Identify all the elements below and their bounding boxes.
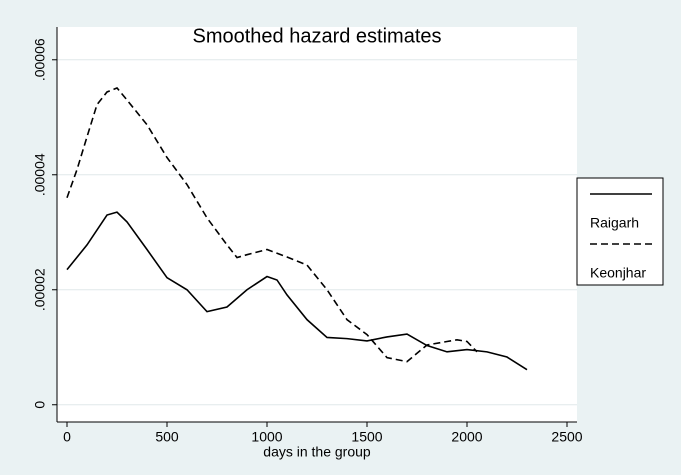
chart-title: Smoothed hazard estimates [192, 25, 441, 47]
x-tick-label: 1500 [351, 429, 382, 445]
y-tick-label: .00002 [32, 268, 48, 311]
y-tick-label: .00006 [32, 38, 48, 81]
legend-label: Keonjhar [590, 265, 646, 281]
x-tick-label: 1000 [251, 429, 282, 445]
x-axis-label: days in the group [263, 444, 371, 460]
x-tick-label: 2000 [451, 429, 482, 445]
x-tick-label: 2500 [551, 429, 582, 445]
y-tick-label: .00004 [32, 153, 48, 196]
plot-area [57, 27, 577, 422]
x-tick-label: 500 [155, 429, 179, 445]
series-line [66, 86, 478, 363]
legend [576, 177, 664, 286]
series-line [66, 211, 528, 371]
y-tick-label: 0 [32, 401, 48, 409]
legend-label: Raigarh [590, 215, 639, 231]
x-tick-label: 0 [63, 429, 71, 445]
